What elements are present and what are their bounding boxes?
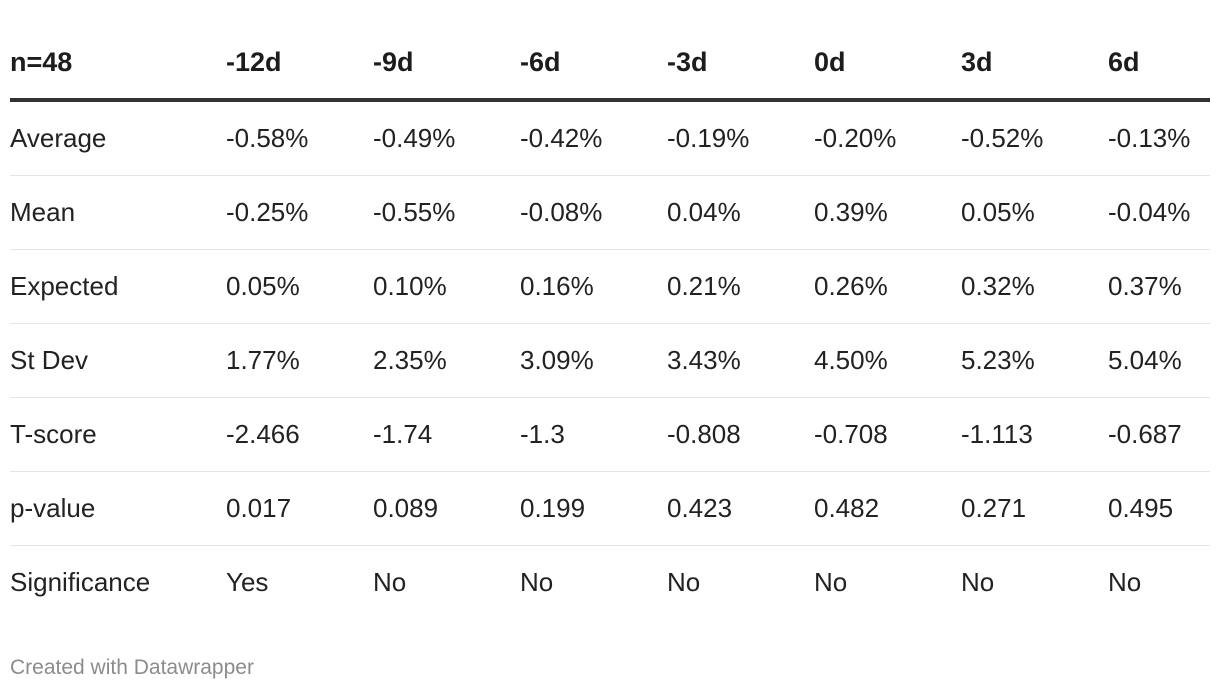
table-cell: 0.423: [667, 471, 814, 546]
table-cell: No: [961, 567, 995, 597]
row-label: T-score: [10, 397, 226, 472]
column-header: -3d: [667, 26, 814, 102]
table-cell: -0.49%: [373, 100, 520, 176]
table-cell: -0.08%: [520, 175, 667, 250]
table-cell: 0.10%: [373, 249, 520, 324]
row-label: Significance: [10, 567, 151, 597]
data-table-container: n=48 -12d -9d -6d -3d 0d 3d 6d Average -…: [10, 26, 1210, 619]
table-cell: 0.39%: [814, 175, 961, 250]
table-cell: 0.05%: [226, 249, 373, 324]
table-cell: No: [667, 567, 701, 597]
table-cell: 0.495: [1108, 471, 1210, 546]
table-cell: -0.42%: [520, 100, 667, 176]
table-row: Expected 0.05% 0.10% 0.16% 0.21% 0.26% 0…: [10, 249, 1210, 324]
table-cell: -0.13%: [1108, 100, 1210, 176]
table-cell: -2.466: [226, 397, 373, 472]
table-cell: 0.04%: [667, 175, 814, 250]
table-cell: 0.089: [373, 471, 520, 546]
table-cell: -0.708: [814, 397, 961, 472]
table-cell: -0.808: [667, 397, 814, 472]
row-label: p-value: [10, 471, 226, 546]
table-cell: 0.21%: [667, 249, 814, 324]
table-cell: -0.20%: [814, 100, 961, 176]
table-row: Mean -0.25% -0.55% -0.08% 0.04% 0.39% 0.…: [10, 175, 1210, 250]
table-cell: 1.77%: [226, 323, 373, 398]
table-cell: -0.58%: [226, 100, 373, 176]
row-label: Mean: [10, 175, 226, 250]
table-cell: 5.23%: [961, 323, 1108, 398]
table-cell: 0.26%: [814, 249, 961, 324]
table-cell: 0.32%: [961, 249, 1108, 324]
column-header: -12d: [226, 26, 373, 102]
table-cell: 3.09%: [520, 323, 667, 398]
table-cell: -0.25%: [226, 175, 373, 250]
column-header: -6d: [520, 26, 667, 102]
table-body: Average -0.58% -0.49% -0.42% -0.19% -0.2…: [10, 100, 1210, 619]
table-row: p-value 0.017 0.089 0.199 0.423 0.482 0.…: [10, 471, 1210, 546]
table-cell: No: [814, 567, 848, 597]
table-cell: No: [520, 567, 554, 597]
column-header: n=48: [10, 26, 226, 102]
table-cell: -0.687: [1108, 397, 1210, 472]
table-cell: 0.482: [814, 471, 961, 546]
column-header: 6d: [1108, 26, 1210, 102]
table-cell: 3.43%: [667, 323, 814, 398]
table-row: Average -0.58% -0.49% -0.42% -0.19% -0.2…: [10, 100, 1210, 176]
table-cell: 0.05%: [961, 175, 1108, 250]
data-table: n=48 -12d -9d -6d -3d 0d 3d 6d Average -…: [10, 26, 1210, 619]
table-cell: 5.04%: [1108, 323, 1210, 398]
table-cell: -0.04%: [1108, 175, 1210, 250]
table-cell: -0.52%: [961, 100, 1108, 176]
table-cell: 0.199: [520, 471, 667, 546]
table-cell: No: [1108, 567, 1142, 597]
table-cell: 0.271: [961, 471, 1108, 546]
column-header: 0d: [814, 26, 961, 102]
table-cell: -0.19%: [667, 100, 814, 176]
table-row: T-score -2.466 -1.74 -1.3 -0.808 -0.708 …: [10, 397, 1210, 472]
column-header: -9d: [373, 26, 520, 102]
table-header: n=48 -12d -9d -6d -3d 0d 3d 6d: [10, 26, 1210, 102]
table-cell: -0.55%: [373, 175, 520, 250]
column-header: 3d: [961, 26, 1108, 102]
header-row: n=48 -12d -9d -6d -3d 0d 3d 6d: [10, 26, 1210, 102]
table-row: St Dev 1.77% 2.35% 3.09% 3.43% 4.50% 5.2…: [10, 323, 1210, 398]
table-row: Significance Yes No No No No No No: [10, 546, 1210, 620]
row-label: Average: [10, 100, 226, 176]
table-cell: 0.16%: [520, 249, 667, 324]
footer-credit: Created with Datawrapper: [10, 656, 254, 679]
row-label: Expected: [10, 249, 226, 324]
table-cell: -1.113: [961, 397, 1108, 472]
row-label: St Dev: [10, 323, 226, 398]
table-cell: No: [373, 567, 407, 597]
table-cell: 0.37%: [1108, 249, 1210, 324]
table-cell: 4.50%: [814, 323, 961, 398]
table-cell: 2.35%: [373, 323, 520, 398]
table-cell: 0.017: [226, 471, 373, 546]
table-cell: -1.74: [373, 397, 520, 472]
table-cell: Yes: [226, 567, 269, 597]
table-cell: -1.3: [520, 397, 667, 472]
